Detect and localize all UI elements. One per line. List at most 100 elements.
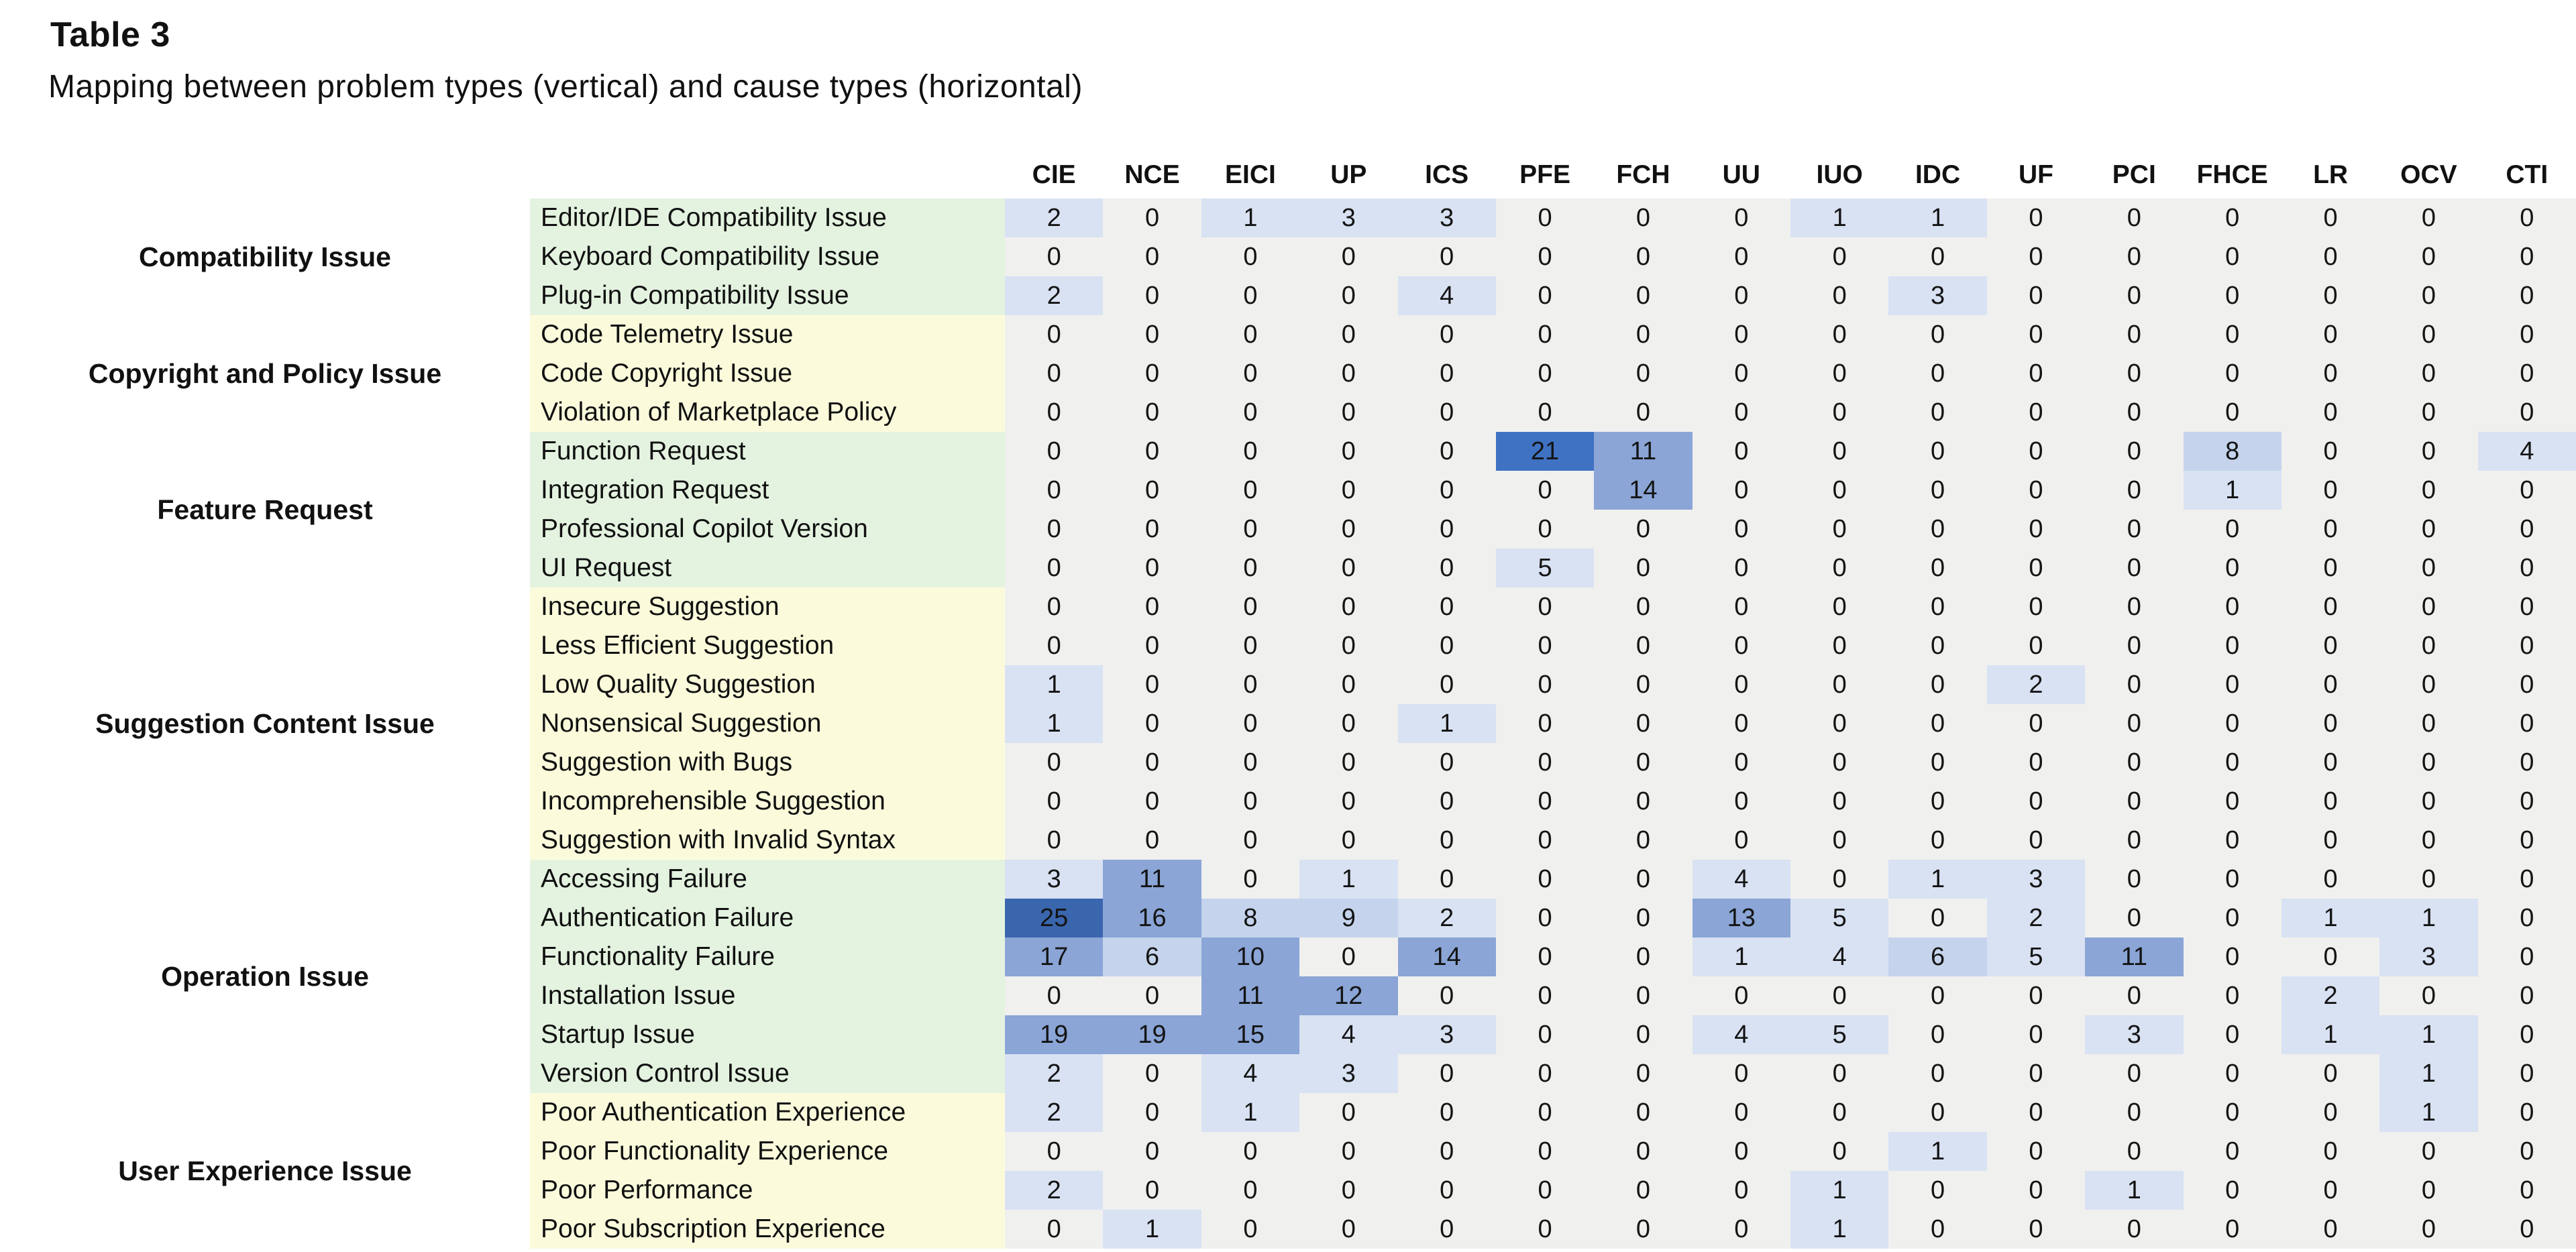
matrix-cell: 0	[2183, 704, 2282, 743]
matrix-cell: 0	[1986, 393, 2086, 432]
matrix-cell: 5	[1986, 937, 2086, 976]
matrix-cell: 0	[1005, 743, 1104, 782]
column-header: IUO	[1790, 152, 1889, 198]
matrix-cell: 0	[1594, 704, 1693, 743]
matrix-cell: 0	[1495, 1093, 1595, 1132]
matrix-cell: 0	[1692, 354, 1790, 393]
matrix-cell: 0	[1201, 1171, 1300, 1210]
row-label: Nonsensical Suggestion	[530, 704, 1005, 743]
matrix-cell: 0	[2379, 198, 2478, 237]
matrix-cell: 0	[2379, 976, 2478, 1015]
matrix-cell: 14	[1397, 937, 1496, 976]
matrix-cell: 0	[1692, 626, 1790, 665]
matrix-cell: 0	[1986, 315, 2086, 354]
matrix-cell: 0	[1495, 1132, 1595, 1171]
matrix-cell: 0	[1201, 587, 1300, 626]
matrix-cell: 5	[1790, 899, 1889, 937]
matrix-cell: 0	[1986, 1132, 2086, 1171]
matrix-cell: 0	[1790, 354, 1889, 393]
header-spacer	[0, 152, 1005, 198]
matrix-cell: 0	[1986, 354, 2086, 393]
matrix-cell: 0	[2281, 860, 2380, 899]
group-label: Operation Issue	[0, 860, 530, 1093]
row-label: UI Request	[530, 549, 1005, 587]
matrix-cell: 0	[1790, 1093, 1889, 1132]
matrix-cell: 0	[2183, 1054, 2282, 1093]
matrix-cell: 3	[1299, 1054, 1398, 1093]
matrix-cell: 0	[1692, 432, 1790, 471]
matrix-cell: 0	[1005, 1210, 1104, 1249]
matrix-cell: 0	[2183, 626, 2282, 665]
matrix-cell: 0	[1495, 704, 1595, 743]
row-label: Low Quality Suggestion	[530, 665, 1005, 704]
matrix-cell: 0	[1495, 510, 1595, 549]
row-label: Function Request	[530, 432, 1005, 471]
matrix-cell: 0	[1790, 549, 1889, 587]
matrix-cell: 0	[1790, 237, 1889, 276]
matrix-cell: 0	[1594, 549, 1693, 587]
matrix-cell: 0	[1986, 1015, 2086, 1054]
matrix-cell: 0	[2379, 549, 2478, 587]
group-label: Compatibility Issue	[0, 198, 530, 315]
matrix-cell: 0	[1299, 587, 1398, 626]
matrix-cell: 0	[1594, 976, 1693, 1015]
matrix-cell: 0	[2085, 782, 2184, 821]
matrix-cell: 0	[1397, 1210, 1496, 1249]
matrix-cell: 0	[2281, 821, 2380, 860]
matrix-cell: 0	[1594, 1132, 1693, 1171]
row-label: Integration Request	[530, 471, 1005, 510]
matrix-cell: 0	[1201, 237, 1300, 276]
column-header: NCE	[1103, 152, 1201, 198]
matrix-cell: 0	[1692, 1132, 1790, 1171]
matrix-cell: 0	[2379, 315, 2478, 354]
matrix-cell: 0	[1299, 1093, 1398, 1132]
matrix-cell: 0	[1986, 432, 2086, 471]
matrix-cell: 0	[1495, 860, 1595, 899]
matrix-cell: 0	[2379, 432, 2478, 471]
matrix-cell: 0	[2477, 1015, 2576, 1054]
matrix-cell: 0	[1594, 899, 1693, 937]
matrix-cell: 0	[1790, 626, 1889, 665]
matrix-cell: 0	[1888, 976, 1987, 1015]
matrix-cell: 0	[1594, 626, 1693, 665]
matrix-cell: 2	[1005, 1171, 1104, 1210]
matrix-cell: 0	[2085, 393, 2184, 432]
matrix-cell: 0	[1495, 782, 1595, 821]
matrix-cell: 0	[2379, 821, 2478, 860]
matrix-cell: 0	[2183, 587, 2282, 626]
matrix-cell: 0	[1005, 315, 1104, 354]
matrix-cell: 0	[2281, 704, 2380, 743]
column-header: PFE	[1495, 152, 1595, 198]
matrix-cell: 8	[1201, 899, 1300, 937]
matrix-cell: 0	[1201, 860, 1300, 899]
matrix-cell: 0	[1397, 354, 1496, 393]
matrix-cell: 0	[1397, 471, 1496, 510]
matrix-cell: 0	[1692, 587, 1790, 626]
matrix-cell: 0	[1594, 587, 1693, 626]
matrix-cell: 0	[2281, 1171, 2380, 1210]
row-label: Version Control Issue	[530, 1054, 1005, 1093]
matrix-cell: 0	[2477, 860, 2576, 899]
matrix-cell: 0	[2379, 1171, 2478, 1210]
mapping-table: CIE NCE EICI UP ICS PFE FCH UU IUO IDC UF PCI FHCE LR…	[0, 152, 2576, 1249]
matrix-cell: 0	[1397, 743, 1496, 782]
matrix-cell: 0	[1495, 976, 1595, 1015]
matrix-cell: 0	[1005, 1132, 1104, 1171]
matrix-cell: 0	[2379, 665, 2478, 704]
matrix-cell: 8	[2183, 432, 2282, 471]
matrix-cell: 0	[1397, 1054, 1496, 1093]
matrix-cell: 0	[2085, 198, 2184, 237]
matrix-cell: 0	[1790, 315, 1889, 354]
matrix-cell: 0	[1103, 198, 1201, 237]
matrix-cell: 0	[1397, 665, 1496, 704]
row-label: Installation Issue	[530, 976, 1005, 1015]
matrix-cell: 0	[1888, 1054, 1987, 1093]
matrix-cell: 0	[2281, 1054, 2380, 1093]
matrix-cell: 0	[1103, 782, 1201, 821]
matrix-cell: 2	[1005, 276, 1104, 315]
matrix-cell: 0	[2477, 899, 2576, 937]
matrix-cell: 0	[1103, 976, 1201, 1015]
matrix-cell: 1	[1790, 198, 1889, 237]
matrix-cell: 0	[2477, 471, 2576, 510]
